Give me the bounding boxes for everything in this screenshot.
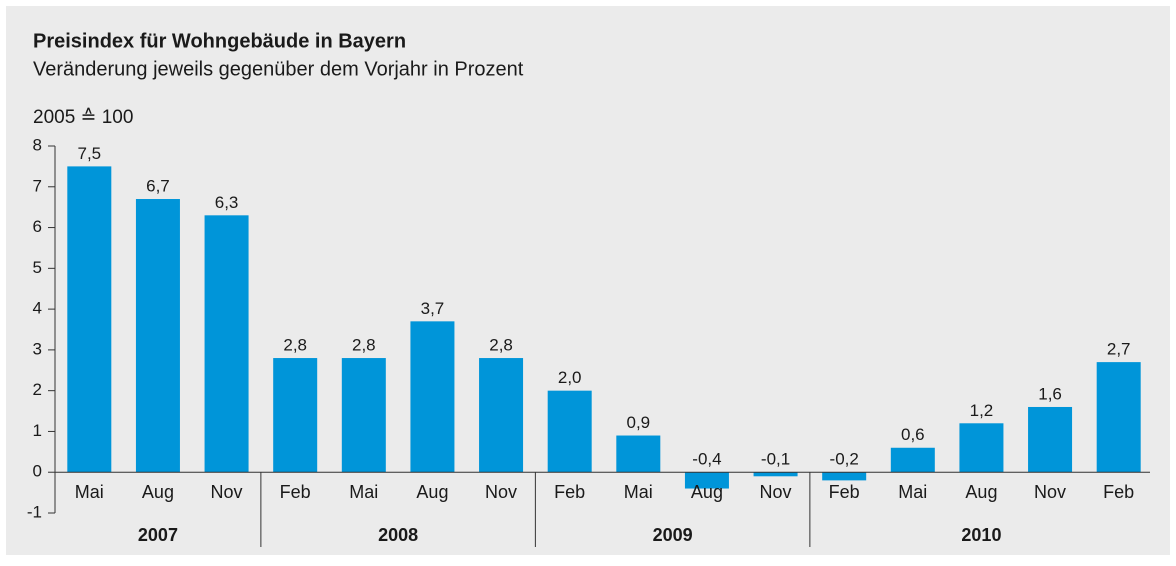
value-label: -0,4 xyxy=(692,450,721,469)
x-tick-label: Nov xyxy=(760,482,792,502)
y-tick-label: 8 xyxy=(33,135,42,154)
x-tick-label: Mai xyxy=(898,482,927,502)
bar xyxy=(1096,362,1141,473)
bar xyxy=(890,447,935,473)
y-tick-label: 6 xyxy=(33,217,42,236)
value-label: 0,6 xyxy=(901,425,925,444)
bar xyxy=(135,199,180,473)
x-tick-label: Aug xyxy=(691,482,723,502)
bar xyxy=(684,472,729,489)
value-label: 2,0 xyxy=(558,368,582,387)
bar xyxy=(822,472,867,481)
x-tick-label: Feb xyxy=(554,482,585,502)
value-label: -0,2 xyxy=(830,450,859,469)
y-tick-label: 2 xyxy=(33,380,42,399)
y-tick-label: 7 xyxy=(33,176,42,195)
bar xyxy=(341,358,386,473)
value-label: 2,8 xyxy=(283,336,307,355)
y-tick-label: 5 xyxy=(33,258,42,277)
x-tick-label: Feb xyxy=(829,482,860,502)
value-label: 2,7 xyxy=(1107,340,1131,359)
bar xyxy=(67,166,112,473)
value-label: -0,1 xyxy=(761,450,790,469)
value-label: 2,8 xyxy=(489,336,513,355)
bar xyxy=(479,358,524,473)
value-label: 1,6 xyxy=(1038,384,1062,403)
x-tick-label: Mai xyxy=(75,482,104,502)
bar xyxy=(753,472,798,477)
value-label: 6,3 xyxy=(215,193,239,212)
y-tick-label: 1 xyxy=(33,421,42,440)
x-group-label: 2009 xyxy=(653,525,693,545)
x-tick-label: Mai xyxy=(349,482,378,502)
x-tick-label: Mai xyxy=(624,482,653,502)
y-axis-label: 2005 ≙ 100 xyxy=(33,107,133,128)
value-label: 7,5 xyxy=(77,144,101,163)
value-label: 1,2 xyxy=(970,401,994,420)
bar xyxy=(204,215,249,473)
value-label: 3,7 xyxy=(421,299,445,318)
value-label: 2,8 xyxy=(352,336,376,355)
value-label: 6,7 xyxy=(146,176,170,195)
x-tick-label: Aug xyxy=(142,482,174,502)
x-tick-label: Aug xyxy=(416,482,448,502)
x-tick-label: Aug xyxy=(965,482,997,502)
x-tick-label: Nov xyxy=(1034,482,1066,502)
value-label: 0,9 xyxy=(626,413,650,432)
x-tick-label: Feb xyxy=(1103,482,1134,502)
bar xyxy=(410,321,455,473)
bar xyxy=(547,390,592,473)
y-tick-label: -1 xyxy=(27,502,42,521)
x-tick-label: Nov xyxy=(211,482,243,502)
y-tick-label: 0 xyxy=(33,462,42,481)
x-group-label: 2010 xyxy=(961,525,1001,545)
x-group-label: 2007 xyxy=(138,525,178,545)
x-group-label: 2008 xyxy=(378,525,418,545)
chart-subtitle: Veränderung jeweils gegenüber dem Vorjah… xyxy=(33,58,524,80)
bar xyxy=(273,358,318,473)
bar xyxy=(616,435,661,473)
y-tick-label: 4 xyxy=(33,299,42,318)
y-tick-label: 3 xyxy=(33,339,42,358)
x-tick-label: Nov xyxy=(485,482,517,502)
x-tick-label: Feb xyxy=(280,482,311,502)
bar xyxy=(959,423,1004,473)
chart-title: Preisindex für Wohngebäude in Bayern xyxy=(33,30,406,52)
bar xyxy=(1028,406,1073,473)
